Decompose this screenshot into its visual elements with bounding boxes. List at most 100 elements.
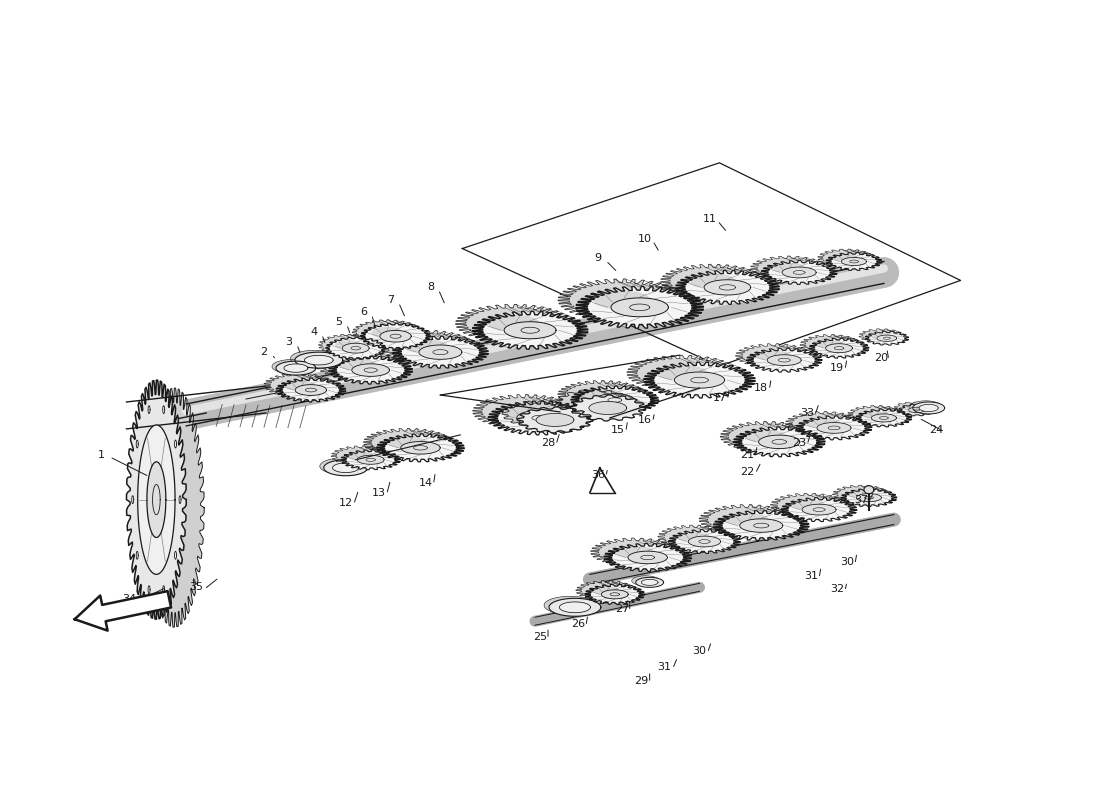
Polygon shape [348, 451, 374, 460]
Polygon shape [148, 406, 150, 414]
Text: 22: 22 [740, 466, 755, 477]
Text: 29: 29 [635, 676, 649, 686]
Polygon shape [326, 338, 386, 359]
Polygon shape [126, 380, 186, 619]
Polygon shape [689, 536, 720, 547]
Polygon shape [323, 460, 367, 476]
Polygon shape [757, 350, 791, 361]
Polygon shape [295, 385, 327, 395]
Polygon shape [276, 378, 345, 402]
Text: 36: 36 [591, 470, 605, 480]
Polygon shape [341, 450, 400, 470]
Polygon shape [848, 490, 873, 498]
Text: 37: 37 [854, 494, 868, 505]
Polygon shape [604, 543, 692, 571]
Polygon shape [800, 334, 860, 354]
Text: 18: 18 [755, 383, 768, 393]
Polygon shape [857, 494, 881, 502]
Polygon shape [342, 343, 370, 353]
Polygon shape [899, 404, 935, 416]
Polygon shape [700, 505, 794, 534]
Text: 12: 12 [339, 498, 353, 508]
Polygon shape [517, 410, 563, 426]
Polygon shape [361, 323, 430, 349]
Polygon shape [740, 519, 783, 532]
Polygon shape [455, 304, 571, 342]
Polygon shape [352, 364, 389, 376]
Polygon shape [669, 530, 740, 554]
Polygon shape [871, 414, 896, 422]
Polygon shape [517, 407, 593, 433]
Polygon shape [842, 489, 896, 506]
Polygon shape [593, 586, 619, 595]
Polygon shape [549, 598, 601, 616]
Polygon shape [147, 462, 166, 538]
Polygon shape [591, 538, 679, 566]
Text: 7: 7 [387, 295, 394, 306]
Polygon shape [802, 504, 836, 515]
Polygon shape [689, 274, 736, 289]
Polygon shape [661, 264, 764, 298]
Polygon shape [720, 422, 812, 451]
Text: 3: 3 [285, 338, 293, 347]
Text: 26: 26 [571, 619, 585, 630]
Polygon shape [361, 454, 396, 466]
Text: 20: 20 [873, 353, 888, 363]
Polygon shape [358, 453, 394, 465]
Polygon shape [725, 513, 769, 526]
Text: 4: 4 [310, 327, 318, 338]
Polygon shape [570, 395, 646, 421]
Polygon shape [771, 262, 805, 274]
Polygon shape [136, 440, 139, 448]
Polygon shape [316, 350, 399, 378]
Polygon shape [571, 386, 659, 414]
Polygon shape [865, 331, 909, 345]
Polygon shape [602, 590, 628, 599]
Polygon shape [770, 493, 846, 517]
Polygon shape [704, 280, 750, 295]
Polygon shape [175, 551, 176, 559]
Polygon shape [904, 406, 920, 410]
Text: 24: 24 [930, 425, 944, 435]
Text: 30: 30 [693, 646, 706, 656]
Polygon shape [290, 350, 338, 366]
Text: 2: 2 [261, 347, 267, 357]
Polygon shape [785, 411, 861, 435]
Polygon shape [284, 364, 308, 372]
Polygon shape [864, 486, 873, 494]
Polygon shape [767, 354, 801, 366]
Polygon shape [295, 352, 343, 368]
Polygon shape [136, 551, 139, 559]
Polygon shape [387, 436, 427, 449]
Polygon shape [636, 578, 663, 587]
Polygon shape [593, 290, 650, 310]
Text: 35: 35 [189, 582, 204, 592]
Polygon shape [615, 546, 654, 558]
Polygon shape [842, 258, 867, 266]
Polygon shape [502, 404, 548, 419]
Polygon shape [833, 254, 858, 262]
Polygon shape [913, 402, 945, 414]
Text: 17: 17 [713, 393, 726, 403]
Polygon shape [674, 372, 725, 388]
Polygon shape [339, 358, 376, 371]
Text: 14: 14 [418, 478, 432, 488]
Polygon shape [400, 442, 440, 454]
Polygon shape [877, 335, 896, 342]
Polygon shape [132, 496, 134, 504]
Polygon shape [419, 345, 462, 359]
Polygon shape [329, 356, 412, 384]
Text: 1: 1 [98, 450, 106, 460]
Text: 11: 11 [703, 214, 716, 224]
Polygon shape [910, 401, 942, 413]
Polygon shape [817, 249, 873, 267]
Polygon shape [379, 330, 411, 342]
Polygon shape [862, 410, 888, 418]
Text: 34: 34 [122, 594, 136, 604]
Text: 16: 16 [638, 415, 651, 425]
Polygon shape [658, 525, 729, 549]
Polygon shape [378, 330, 474, 362]
Text: 25: 25 [534, 632, 547, 642]
Polygon shape [75, 591, 172, 630]
Polygon shape [920, 404, 938, 411]
